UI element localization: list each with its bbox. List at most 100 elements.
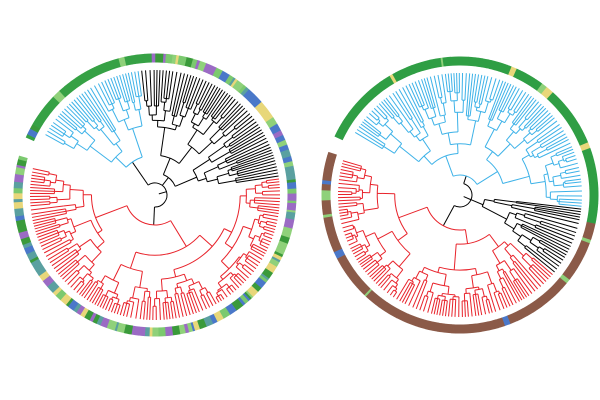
branch [70, 231, 76, 235]
branch [235, 169, 278, 179]
branch [163, 110, 166, 121]
annotation-ring-segment [32, 119, 43, 129]
annotation-ring-segment [256, 277, 267, 287]
branch-arc [391, 231, 411, 255]
branch-arc [498, 292, 502, 295]
branch-arc [409, 117, 413, 121]
branch-arc [424, 279, 428, 282]
branch [91, 251, 102, 263]
branch [235, 115, 253, 130]
branch-arc [75, 259, 80, 265]
branch-arc [249, 235, 256, 246]
branch [477, 293, 483, 316]
branch [341, 165, 361, 172]
branch [540, 239, 567, 256]
branch [464, 300, 466, 317]
branch [497, 293, 505, 309]
branch [522, 223, 571, 247]
branch [210, 92, 229, 117]
branch [394, 284, 399, 288]
branch [254, 218, 260, 221]
branch [563, 151, 575, 157]
annotation-ring-segment [237, 296, 246, 306]
annotation-ring-segment [264, 115, 274, 123]
branch [90, 87, 117, 131]
branch [115, 294, 119, 299]
branch [99, 121, 105, 127]
branch [188, 292, 197, 314]
branch-arc [376, 185, 379, 209]
branch [192, 123, 196, 128]
branch [110, 303, 116, 313]
annotation-ring-segment [242, 293, 251, 302]
annotation-ring-segment [586, 164, 597, 171]
branch [160, 127, 166, 156]
branch [400, 122, 410, 133]
branch-arc [220, 115, 224, 119]
annotation-ring-segment [435, 57, 443, 68]
branch [33, 218, 55, 225]
annotation-ring-segment [281, 230, 292, 239]
branch [553, 163, 560, 166]
branch [438, 123, 443, 135]
branch [104, 80, 116, 103]
annotation-ring-segment [13, 201, 24, 209]
annotation-ring-segment [285, 215, 295, 221]
branch [81, 281, 93, 297]
branch [555, 146, 573, 155]
annotation-ring-segment [171, 54, 177, 65]
branch [222, 101, 239, 119]
annotation-ring-segment [283, 161, 294, 168]
branch [352, 174, 358, 177]
branch-arc [535, 129, 539, 132]
branch [153, 206, 155, 225]
branch [30, 198, 50, 201]
branch [126, 101, 131, 109]
branch [401, 283, 413, 303]
branch-arc [496, 260, 505, 266]
branch [565, 154, 576, 160]
branch-arc [531, 151, 536, 158]
branch [566, 158, 577, 163]
annotation-ring-segment [35, 266, 47, 277]
branch-arc [555, 153, 558, 157]
branch [357, 177, 365, 180]
branch [369, 112, 378, 121]
branch [193, 288, 198, 296]
branch [47, 130, 66, 143]
annotation-ring-segment [16, 158, 27, 167]
branch [246, 257, 259, 267]
branch [512, 230, 522, 237]
branch [131, 161, 149, 186]
branch [69, 189, 84, 191]
branch-arc [507, 111, 513, 116]
annotation-ring-segment [73, 303, 82, 313]
annotation-ring-segment [534, 299, 543, 309]
annotation-ring-segment [106, 319, 118, 331]
branch [450, 73, 453, 92]
branch [517, 240, 526, 247]
branch [381, 101, 395, 118]
branch-arc [211, 119, 217, 125]
branch [134, 71, 140, 97]
branch [390, 133, 403, 145]
branch-arc [428, 115, 437, 120]
branch-arc [161, 273, 185, 280]
branch [77, 254, 86, 263]
branch [185, 76, 198, 108]
annotation-ring-segment [254, 101, 266, 113]
branch [31, 208, 66, 215]
branch [474, 101, 477, 107]
branch [213, 134, 225, 145]
annotation-ring-segment [421, 60, 431, 71]
branch [513, 268, 520, 276]
branch [268, 187, 280, 189]
branch [537, 117, 555, 132]
branch [176, 283, 179, 288]
annotation-ring-segment [536, 83, 548, 95]
annotation-ring-segment [268, 258, 280, 268]
branch [444, 73, 449, 92]
branch [75, 128, 83, 135]
branch [86, 282, 99, 301]
branch [481, 288, 485, 297]
